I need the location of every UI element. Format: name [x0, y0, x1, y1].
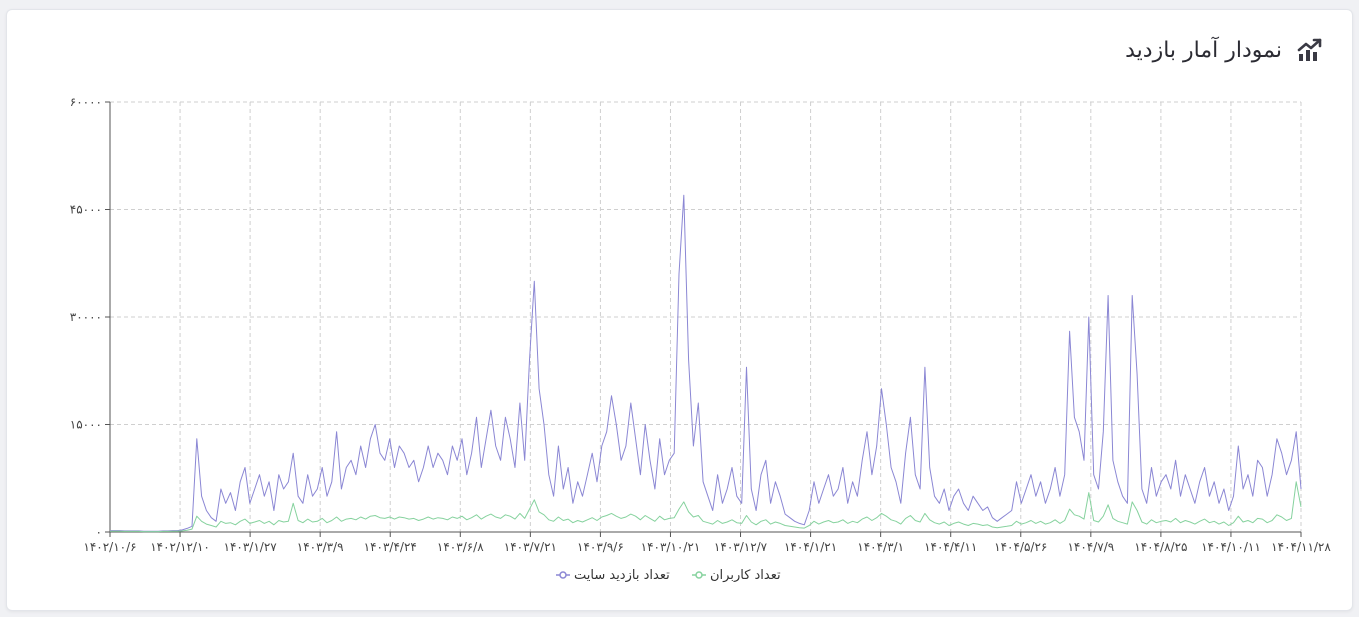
- x-tick-label: ۱۴۰۴/۳/۱: [857, 540, 904, 554]
- x-tick-label: ۱۴۰۴/۵/۲۶: [994, 540, 1047, 554]
- y-tick-label: ۰: [96, 525, 102, 539]
- legend-item-users[interactable]: تعداد کاربران: [692, 568, 781, 583]
- x-tick-label: ۱۴۰۳/۹/۶: [577, 540, 624, 554]
- card-header: نمودار آمار بازدید: [1125, 36, 1324, 64]
- x-tick-label: ۱۴۰۴/۸/۲۵: [1134, 540, 1187, 554]
- y-tick-label: ۱۵۰۰۰: [70, 418, 102, 432]
- x-tick-label: ۱۴۰۴/۱۰/۱۱: [1201, 540, 1261, 554]
- x-tick-label: ۱۴۰۳/۱۲/۷: [714, 540, 768, 554]
- legend-marker-icon: [559, 571, 567, 579]
- page-title: نمودار آمار بازدید: [1125, 37, 1282, 63]
- y-tick-label: ۳۰۰۰۰: [70, 310, 102, 324]
- chart-card: نمودار آمار بازدید: [6, 9, 1353, 611]
- series-layer: [110, 194, 1302, 533]
- y-tick-label: ۴۵۰۰۰: [70, 203, 102, 217]
- x-tick-label: ۱۴۰۳/۳/۹: [297, 540, 344, 554]
- y-tick-label: ۶۰۰۰۰: [70, 95, 102, 109]
- legend-item-visits[interactable]: تعداد بازدید سایت: [556, 568, 670, 583]
- legend-label: تعداد کاربران: [710, 568, 781, 583]
- x-tick-label: ۱۴۰۳/۱/۲۷: [224, 540, 278, 554]
- series-line-1: [110, 481, 1302, 533]
- legend-label: تعداد بازدید سایت: [574, 568, 670, 583]
- x-tick-label: ۱۴۰۳/۴/۲۴: [364, 540, 417, 554]
- x-tick-label: ۱۴۰۳/۶/۸: [437, 540, 484, 554]
- x-tick-label: ۱۴۰۳/۷/۲۱: [504, 540, 557, 554]
- x-tick-label: ۱۴۰۴/۷/۹: [1067, 540, 1114, 554]
- grid-layer: [110, 101, 1302, 532]
- legend-marker-icon: [695, 571, 703, 579]
- series-line-0: [110, 194, 1302, 532]
- x-tick-label: ۱۴۰۲/۱۲/۱۰: [150, 540, 210, 554]
- x-tick-label: ۱۴۰۲/۱۰/۶: [83, 540, 136, 554]
- trending-up-chart-icon: [1297, 38, 1322, 61]
- x-tick-label: ۱۴۰۴/۴/۱۱: [924, 540, 977, 554]
- axes-layer: ۰ ۱۵۰۰۰ ۳۰۰۰۰ ۴۵۰۰۰ ۶۰۰۰۰ ۱۴۰۲/۱۰/۶ ۱۴۰۲/۱۲/۱۰…: [70, 95, 1332, 554]
- x-tick-label: ۱۴۰۴/۱/۲۱: [784, 540, 837, 554]
- x-tick-label: ۱۴۰۴/۱۱/۲۸: [1271, 540, 1331, 554]
- chart-legend: تعداد بازدید سایت تعداد کاربران: [556, 568, 781, 583]
- x-tick-label: ۱۴۰۳/۱۰/۲۱: [641, 540, 701, 554]
